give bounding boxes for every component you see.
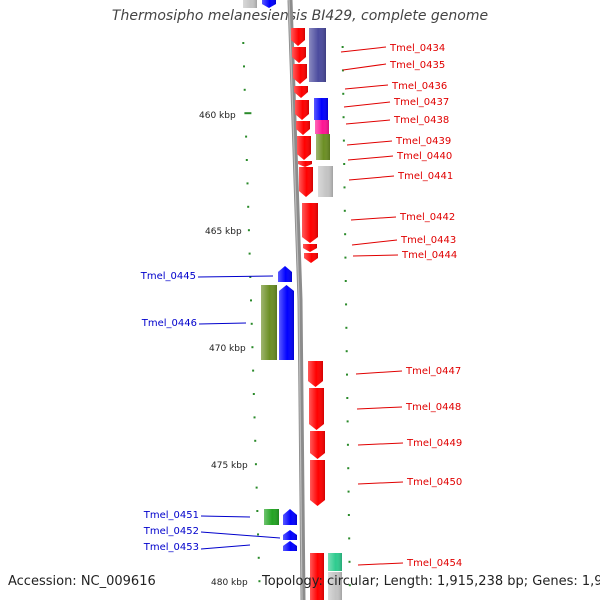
label-leader-line <box>340 46 387 53</box>
feature-tmel-0439-shade <box>316 134 330 160</box>
label-leader-line <box>350 216 397 221</box>
feature-tmel-0454-shade <box>328 553 342 571</box>
feature-tmel-0438a-shade <box>296 121 310 135</box>
feature-tmel-0448-shade <box>309 388 324 430</box>
feature-tmel-0452-shade <box>283 530 297 540</box>
label-leader-line <box>348 175 395 181</box>
label-leader-line <box>197 275 274 278</box>
feature-tmel-0444-shade <box>304 253 318 263</box>
gene-label-tmel-0449[interactable]: Tmel_0449 <box>406 438 462 449</box>
gene-label-tmel-0446[interactable]: Tmel_0446 <box>141 318 197 329</box>
feature-tmel-0447-shade <box>308 361 323 387</box>
gene-label-tmel-0451[interactable]: Tmel_0451 <box>143 510 199 521</box>
label-leader-line <box>352 254 399 257</box>
label-leader-line <box>200 531 281 539</box>
feature-tmel-0445-shade <box>278 266 292 282</box>
label-leader-line <box>347 155 394 161</box>
feature-tmel-0443-shade <box>303 244 317 252</box>
gene-label-tmel-0448[interactable]: Tmel_0448 <box>405 402 461 413</box>
label-leader-line <box>357 562 404 566</box>
outer-ticks <box>341 46 351 587</box>
genome-title: Thermosipho melanesiensis BI429, complet… <box>111 8 489 24</box>
gene-label-tmel-0438[interactable]: Tmel_0438 <box>393 115 449 126</box>
sequence-backbone-highlight <box>288 0 303 600</box>
label-leader-line <box>351 239 398 246</box>
gene-label-tmel-0441[interactable]: Tmel_0441 <box>397 171 453 182</box>
gene-label-tmel-0437[interactable]: Tmel_0437 <box>393 97 449 108</box>
label-leader-line <box>200 515 251 518</box>
topology-text: Topology: circular; Length: 1,915,238 bp… <box>262 574 600 589</box>
feature-tmel-0441-shade <box>318 166 333 197</box>
gene-label-tmel-0442[interactable]: Tmel_0442 <box>399 212 455 223</box>
feature-tmel-0438-shade <box>315 120 329 134</box>
feature-tmel-0437a-shade <box>295 100 309 120</box>
feature-tmel-0454a-shade <box>310 553 324 600</box>
gene-label-tmel-0435[interactable]: Tmel_0435 <box>389 60 445 71</box>
label-leader-line <box>357 481 404 485</box>
feature-tmel-0441a-shade <box>299 167 313 197</box>
feature-tmel-0435-shade <box>293 64 307 84</box>
feature-tmel-0439a-shade <box>297 136 311 160</box>
gene-label-tmel-0443[interactable]: Tmel_0443 <box>400 235 456 246</box>
feature-bottom-gray-shade <box>328 572 342 600</box>
label-leader-line <box>355 370 403 375</box>
label-leader-line <box>346 140 393 146</box>
gene-label-tmel-0444[interactable]: Tmel_0444 <box>401 250 457 261</box>
label-leader-line <box>343 101 391 108</box>
feature-top-mid-shade <box>262 0 276 8</box>
feature-tmel-0434b-shade <box>292 47 306 63</box>
gene-label-tmel-0436[interactable]: Tmel_0436 <box>391 81 447 92</box>
label-leader-line <box>356 406 403 410</box>
feature-tmel-0451-shade <box>283 509 297 525</box>
gene-label-tmel-0439[interactable]: Tmel_0439 <box>395 136 451 147</box>
gene-label-tmel-0445[interactable]: Tmel_0445 <box>140 271 196 282</box>
gene-label-leaders <box>197 46 404 566</box>
label-leader-line <box>357 442 404 446</box>
feature-tmel-0442-shade <box>302 203 318 243</box>
kbp-label-470: 470 kbp <box>209 344 246 354</box>
kbp-label-475: 475 kbp <box>211 461 248 471</box>
gene-label-tmel-0454[interactable]: Tmel_0454 <box>406 558 462 569</box>
feature-tmel-0446a-shade <box>261 285 277 360</box>
label-leader-line <box>198 322 247 325</box>
gene-label-tmel-0434[interactable]: Tmel_0434 <box>389 43 445 54</box>
feature-tmel-0436-shade <box>294 86 308 98</box>
sequence-backbone <box>287 0 306 600</box>
feature-tmel-0450-shade <box>310 460 325 506</box>
feature-tmel-0435-alt-shade <box>309 28 326 82</box>
gene-label-tmel-0440[interactable]: Tmel_0440 <box>396 151 452 162</box>
feature-top-left-shade <box>243 0 257 8</box>
label-leader-line <box>344 84 389 90</box>
feature-tmel-0453-shade <box>283 541 297 551</box>
label-leader-line <box>200 544 251 550</box>
kbp-label-480: 480 kbp <box>211 578 248 588</box>
feature-tmel-0434a-shade <box>291 28 305 46</box>
inner-ticks <box>242 42 261 583</box>
label-leader-line <box>345 119 391 125</box>
gene-features <box>243 0 342 600</box>
feature-tmel-0446-shade <box>279 285 294 360</box>
gene-label-tmel-0452[interactable]: Tmel_0452 <box>143 526 199 537</box>
gene-label-tmel-0453[interactable]: Tmel_0453 <box>143 542 199 553</box>
label-leader-line <box>342 63 387 71</box>
feature-tmel-0451a-shade <box>264 509 279 525</box>
accession-text: Accession: NC_009616 <box>8 574 156 589</box>
gene-label-tmel-0447[interactable]: Tmel_0447 <box>405 366 461 377</box>
gene-label-tmel-0450[interactable]: Tmel_0450 <box>406 477 462 488</box>
feature-tmel-0449-shade <box>310 431 325 459</box>
kbp-label-465: 465 kbp <box>205 227 242 237</box>
feature-tmel-0437-shade <box>314 98 328 120</box>
kbp-label-460: 460 kbp <box>199 111 236 121</box>
feature-tmel-0440-shade <box>298 161 312 167</box>
